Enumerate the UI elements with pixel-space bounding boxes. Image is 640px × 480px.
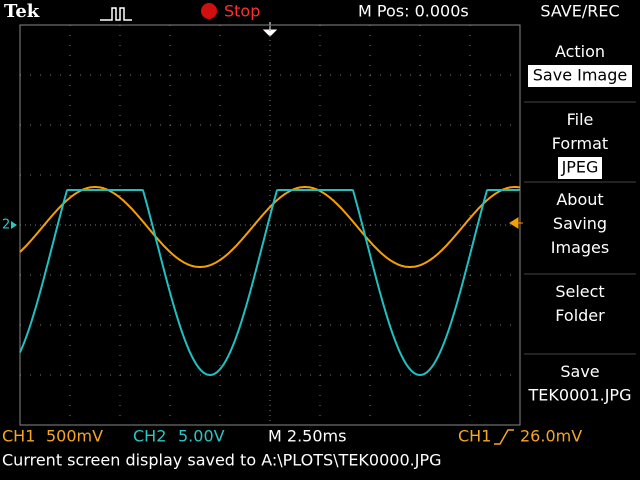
graticule	[20, 25, 520, 425]
menu-highlight	[528, 65, 632, 87]
trigger-level: 26.0mV	[520, 427, 582, 446]
acquire-icon	[100, 7, 132, 21]
trigger-level-marker	[509, 217, 523, 229]
run-state: Stop	[224, 2, 260, 21]
ch1-scale: 500mV	[46, 427, 103, 446]
menu-label: Select Folder	[555, 282, 605, 325]
logo: Tek	[4, 1, 40, 22]
timebase: M 2.50ms	[268, 427, 346, 446]
ch2-marker-arrow	[11, 221, 17, 229]
menu-label: About Saving Images	[551, 190, 609, 257]
menu-label: Action	[555, 42, 605, 61]
status-message: Current screen display saved to A:\PLOTS…	[2, 451, 442, 470]
menu-value: Save Image	[533, 66, 627, 85]
menu-value: TEK0001.JPG	[528, 386, 632, 405]
ch2-marker: 2	[2, 218, 10, 233]
ch1-name: CH1	[2, 427, 35, 446]
menu-value: JPEG	[561, 158, 599, 177]
menu-title: SAVE/REC	[540, 2, 619, 21]
side-menu: Action Save Image File Format JPEG About Savin…	[524, 42, 636, 405]
stop-indicator	[201, 3, 217, 19]
position: M Pos: 0.000s	[358, 2, 469, 21]
ch2-name: CH2	[133, 427, 166, 446]
menu-highlight	[558, 157, 602, 179]
menu-label: Save	[560, 362, 599, 381]
trigger-slope	[494, 429, 514, 445]
ch1-waveform	[19, 186, 521, 268]
ch2-waveform	[19, 189, 520, 377]
ch2-scale: 5.00V	[178, 427, 225, 446]
graticule-border	[19, 24, 521, 426]
trigger-source: CH1	[458, 427, 491, 446]
menu-label: File Format	[552, 110, 608, 153]
